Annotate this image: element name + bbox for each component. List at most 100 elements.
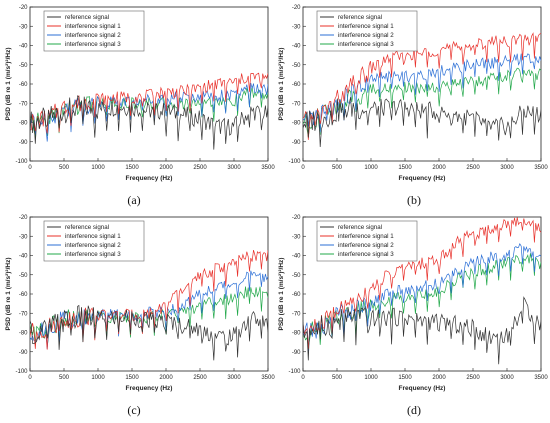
y-tick-label: -50 [292,273,301,279]
y-tick-label: -30 [292,234,301,240]
y-tick-label: -30 [19,234,28,240]
y-tick-label: -70 [292,101,301,107]
y-axis-label: PSD (dB re 1 (m/s²)²/Hz) [278,48,285,121]
y-tick-label: -20 [292,215,301,221]
legend-label-2: interference signal 2 [338,32,394,39]
y-axis-label: PSD (dB re 1 (m/s²)²/Hz) [278,258,285,331]
legend-label-2: interference signal 2 [65,32,121,39]
chart-panel-0: 0 500 1000 1500 2000 2500 3000 3500 -100 -90 -80 -7… [5,5,275,207]
legend-label-3: interference signal 3 [338,41,394,48]
legend-label-1: interference signal 1 [65,23,121,30]
y-tick-label: -20 [19,5,28,11]
series-line-2 [30,82,268,142]
x-tick-label: 500 [332,375,343,381]
series-line-0 [303,296,541,365]
x-tick-label: 2000 [159,375,173,381]
x-tick-label: 500 [332,165,343,171]
y-tick-label: -90 [19,140,28,146]
x-tick-label: 1500 [125,375,139,381]
series-line-0 [303,97,541,148]
y-tick-label: -70 [292,311,301,317]
x-tick-label: 3000 [227,375,241,381]
x-tick-label: 1000 [91,165,105,171]
series-line-0 [30,95,268,150]
y-tick-label: -50 [292,63,301,69]
y-tick-label: -70 [19,101,28,107]
legend-label-0: reference signal [65,224,109,231]
legend-label-2: interference signal 2 [338,242,394,249]
x-tick-label: 3500 [534,375,548,381]
legend-label-0: reference signal [338,224,382,231]
y-tick-label: -60 [19,82,28,88]
y-tick-label: -80 [19,331,28,337]
y-tick-label: -40 [292,44,301,50]
series-line-1 [30,250,268,350]
y-tick-label: -30 [292,24,301,30]
series-line-1 [30,72,268,134]
x-tick-label: 3500 [261,375,275,381]
y-tick-label: -80 [292,331,301,337]
series-line-2 [30,270,268,350]
legend-label-0: reference signal [338,14,382,21]
x-tick-label: 1000 [364,165,378,171]
chart-panel-3: 0 500 1000 1500 2000 2500 3000 3500 -100 -90 -80 -7… [278,215,548,417]
y-tick-label: -50 [19,63,28,69]
series-line-1 [303,32,541,140]
y-tick-label: -30 [19,24,28,30]
y-tick-label: -90 [292,350,301,356]
y-tick-label: -60 [292,82,301,88]
y-tick-label: -100 [15,369,28,375]
chart-panel-2: 0 500 1000 1500 2000 2500 3000 3500 -100 -90 -80 -7… [5,215,275,417]
legend-label-1: interference signal 1 [65,233,121,240]
x-axis-label: Frequency (Hz) [399,175,446,182]
legend-label-3: interference signal 3 [338,251,394,258]
x-tick-label: 1000 [91,375,105,381]
legend-label-3: interference signal 3 [65,41,121,48]
y-axis-label: PSD (dB re 1 (m/s²)²/Hz) [5,258,12,331]
x-tick-label: 2500 [193,375,207,381]
x-tick-label: 0 [301,165,305,171]
y-tick-label: -40 [292,254,301,260]
series-line-2 [303,242,541,352]
y-tick-label: -20 [19,215,28,221]
panel-caption: (c) [127,403,140,417]
chart-panel-1: 0 500 1000 1500 2000 2500 3000 3500 -100 -90 -80 -7… [278,5,548,207]
legend-label-3: interference signal 3 [65,251,121,258]
x-tick-label: 2000 [432,375,446,381]
y-tick-label: -60 [19,292,28,298]
x-tick-label: 1500 [398,165,412,171]
y-axis-label: PSD (dB re 1 (m/s²)²/Hz) [5,48,12,121]
y-tick-label: -20 [292,5,301,11]
legend-label-1: interference signal 1 [338,233,394,240]
y-tick-label: -100 [15,159,28,165]
x-tick-label: 2000 [159,165,173,171]
x-tick-label: 500 [59,375,70,381]
x-axis-label: Frequency (Hz) [126,175,173,182]
x-tick-label: 0 [28,165,32,171]
x-tick-label: 2500 [466,165,480,171]
y-tick-label: -50 [19,273,28,279]
y-tick-label: -80 [19,121,28,127]
series-line-1 [303,217,541,349]
panel-caption: (b) [407,193,421,207]
x-axis-label: Frequency (Hz) [126,385,173,392]
x-tick-label: 1500 [398,375,412,381]
y-tick-label: -100 [288,159,301,165]
x-tick-label: 0 [28,375,32,381]
series-line-0 [30,304,268,361]
x-tick-label: 2500 [466,375,480,381]
panel-caption: (d) [407,403,421,417]
legend-label-2: interference signal 2 [65,242,121,249]
y-tick-label: -90 [19,350,28,356]
panel-caption: (a) [127,193,140,207]
y-tick-label: -100 [288,369,301,375]
x-axis-label: Frequency (Hz) [399,385,446,392]
x-tick-label: 3000 [227,165,241,171]
x-tick-label: 1000 [364,375,378,381]
x-tick-label: 1500 [125,165,139,171]
legend-label-0: reference signal [65,14,109,21]
x-tick-label: 3500 [261,165,275,171]
y-tick-label: -40 [19,254,28,260]
y-tick-label: -80 [292,121,301,127]
